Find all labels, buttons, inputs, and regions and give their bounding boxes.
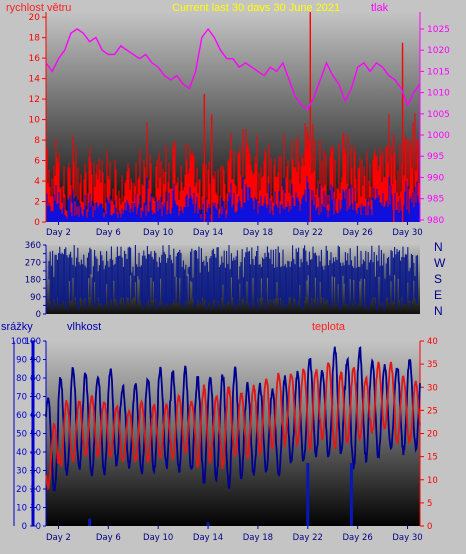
rain-y-tick-label: 90 xyxy=(16,356,27,366)
wind-x-tick-label: Day 22 xyxy=(293,228,323,238)
humidity-x-tick-label: Day 10 xyxy=(143,533,173,543)
wind-x-tick-label: Day 18 xyxy=(243,228,273,238)
humidity-x-tick-label: Day 30 xyxy=(392,533,422,543)
wind-x-tick-label: Day 30 xyxy=(392,228,422,238)
compass-label-s: S xyxy=(434,272,443,286)
rain-y-tick-label: 30 xyxy=(16,467,27,477)
humidity-y-tick-label: 60 xyxy=(30,411,41,421)
pressure-y-tick-label: 995 xyxy=(427,152,444,162)
humidity-x-tick-label: Day 26 xyxy=(343,533,373,543)
wind-y-tick-label: 20 xyxy=(29,13,41,23)
pressure-y-tick-label: 1000 xyxy=(427,131,450,141)
direction-y-tick-label: 270 xyxy=(25,258,41,268)
pressure-y-tick-label: 1005 xyxy=(427,110,450,120)
compass-label-n-top: N xyxy=(434,240,443,254)
humidity-line xyxy=(45,346,421,492)
rain-y-tick-label: 50 xyxy=(16,430,27,440)
wind-y-tick-label: 6 xyxy=(34,157,40,167)
wind-y-tick-label: 10 xyxy=(29,116,41,126)
humidity-y-tick-label: 70 xyxy=(30,393,41,403)
temperature-y-tick-label: 40 xyxy=(427,337,438,347)
rain-bar xyxy=(88,518,92,526)
temperature-y-tick-label: 35 xyxy=(427,360,438,370)
rain-y-tick-label: 0 xyxy=(22,522,27,532)
compass-label-n-bottom: N xyxy=(434,304,443,318)
pressure-y-tick-label: 1020 xyxy=(427,46,450,56)
compass-label-w: W xyxy=(434,256,446,270)
wind-direction-series xyxy=(48,245,418,311)
humidity-x-tick-label: Day 6 xyxy=(96,533,121,543)
direction-y-tick-label: 360 xyxy=(25,241,41,251)
humidity-x-tick-label: Day 18 xyxy=(243,533,273,543)
wind-x-tick-label: Day 14 xyxy=(193,228,223,238)
humidity-x-tick-label: Day 14 xyxy=(193,533,223,543)
temperature-line xyxy=(45,361,421,491)
wind-y-tick-label: 12 xyxy=(29,95,40,105)
direction-y-tick-label: 90 xyxy=(30,293,41,303)
rain-y-tick-label: 40 xyxy=(16,448,27,458)
humidity-x-tick-label: Day 2 xyxy=(46,533,71,543)
wind-y-tick-label: 8 xyxy=(34,136,40,146)
humidity-y-tick-label: 10 xyxy=(30,504,41,514)
humidity-y-tick-label: 30 xyxy=(30,467,41,477)
pressure-y-tick-label: 990 xyxy=(427,173,444,183)
wind-x-tick-label: Day 26 xyxy=(343,228,373,238)
direction-y-tick-label: 180 xyxy=(25,276,41,286)
wind-x-tick-label: Day 10 xyxy=(143,228,173,238)
graph-title: Current last 30 days 30 June 2021 xyxy=(172,2,341,14)
pressure-y-tick-label: 1010 xyxy=(427,89,450,99)
temperature-y-tick-label: 20 xyxy=(427,430,438,440)
wind-x-tick-label: Day 6 xyxy=(96,228,121,238)
rain-y-tick-label: 20 xyxy=(16,485,27,495)
temperature-y-tick-label: 0 xyxy=(427,522,432,532)
rain-bar xyxy=(206,522,210,526)
wind-average-series xyxy=(46,176,420,222)
humidity-x-tick-label: Day 22 xyxy=(293,533,323,543)
humidity-y-tick-label: 0 xyxy=(36,522,41,532)
temperature-y-tick-label: 15 xyxy=(427,453,438,463)
wind-y-tick-label: 16 xyxy=(29,54,41,64)
humidity-y-tick-label: 50 xyxy=(30,430,41,440)
temperature-y-tick-label: 25 xyxy=(427,406,438,416)
rain-axis-title: srážky xyxy=(1,321,33,333)
direction-y-tick-label: 0 xyxy=(36,310,41,320)
compass-label-e: E xyxy=(434,288,443,302)
humidity-y-tick-label: 80 xyxy=(30,374,41,384)
humidity-y-tick-label: 40 xyxy=(30,448,41,458)
pressure-axis-title: tlak xyxy=(371,2,389,14)
pressure-line xyxy=(45,27,421,111)
temperature-y-tick-label: 30 xyxy=(427,383,438,393)
wind-y-tick-label: 0 xyxy=(34,218,40,228)
humidity-y-tick-label: 20 xyxy=(30,485,41,495)
wind-y-tick-label: 14 xyxy=(29,75,41,85)
humidity-y-tick-label: 90 xyxy=(30,356,41,366)
pressure-y-tick-label: 980 xyxy=(427,216,444,226)
pressure-y-tick-label: 1025 xyxy=(427,25,450,35)
wind-x-tick-label: Day 2 xyxy=(46,228,71,238)
humidity-axis-title: vlhkost xyxy=(67,321,102,333)
rain-y-tick-label: 80 xyxy=(16,374,27,384)
rain-y-tick-label: 10 xyxy=(16,504,27,514)
temperature-y-tick-label: 5 xyxy=(427,499,432,509)
rain-bar xyxy=(306,463,310,526)
temperature-axis-title: teplota xyxy=(312,321,346,333)
pressure-y-tick-label: 1015 xyxy=(427,67,450,77)
rain-y-tick-label: 70 xyxy=(16,393,27,403)
wind-y-tick-label: 4 xyxy=(34,177,40,187)
pressure-y-tick-label: 985 xyxy=(427,195,444,205)
rain-bar xyxy=(349,463,353,526)
wind-y-tick-label: 2 xyxy=(34,198,40,208)
rain-y-tick-label: 100 xyxy=(11,337,27,347)
wind-y-tick-label: 18 xyxy=(29,34,41,44)
wind-axis-title: rychlost větru xyxy=(6,2,72,14)
rain-y-tick-label: 60 xyxy=(16,411,27,421)
temperature-y-tick-label: 10 xyxy=(427,476,438,486)
humidity-y-tick-label: 100 xyxy=(25,337,41,347)
